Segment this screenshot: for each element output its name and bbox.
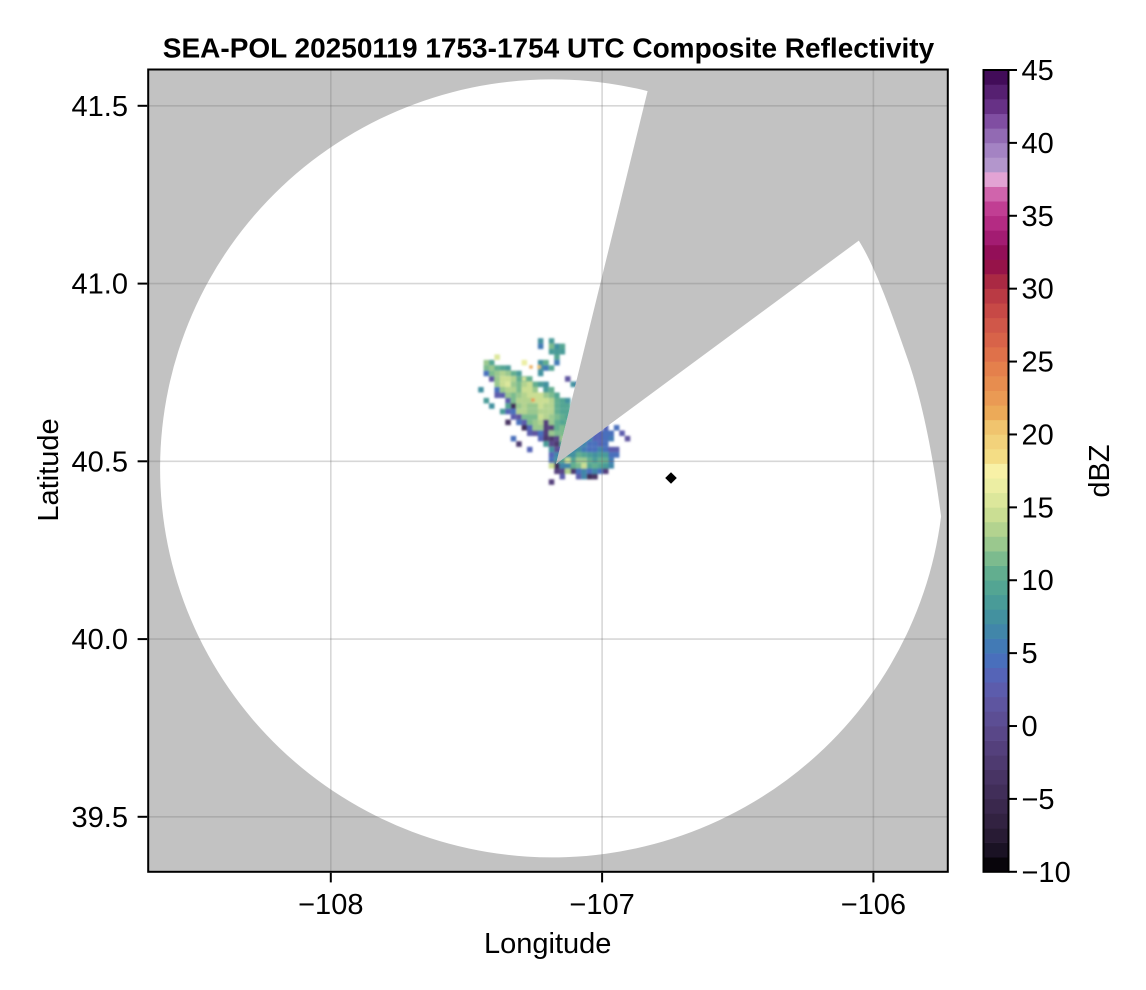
svg-text:15: 15 [1022, 492, 1054, 524]
svg-text:0: 0 [1022, 711, 1038, 743]
svg-text:dBZ: dBZ [1084, 444, 1116, 497]
svg-text:41.5: 41.5 [72, 91, 128, 123]
svg-text:30: 30 [1022, 274, 1054, 306]
svg-text:45: 45 [1022, 55, 1054, 87]
svg-text:Latitude: Latitude [33, 418, 65, 521]
svg-text:25: 25 [1022, 347, 1054, 379]
svg-text:40.0: 40.0 [72, 624, 128, 656]
svg-text:20: 20 [1022, 419, 1054, 451]
svg-text:40: 40 [1022, 128, 1054, 160]
svg-text:41.0: 41.0 [72, 269, 128, 301]
svg-text:40.5: 40.5 [72, 446, 128, 478]
svg-text:35: 35 [1022, 201, 1054, 233]
svg-text:−106: −106 [841, 889, 906, 921]
svg-text:5: 5 [1022, 638, 1038, 670]
svg-text:Longitude: Longitude [484, 928, 611, 960]
svg-text:39.5: 39.5 [72, 802, 128, 834]
svg-text:−5: −5 [1022, 784, 1055, 816]
svg-text:10: 10 [1022, 565, 1054, 597]
svg-text:−107: −107 [569, 889, 634, 921]
svg-text:SEA-POL 20250119 1753-1754 UTC: SEA-POL 20250119 1753-1754 UTC Composite… [163, 33, 935, 64]
svg-text:−10: −10 [1022, 857, 1071, 889]
svg-text:−108: −108 [298, 889, 363, 921]
